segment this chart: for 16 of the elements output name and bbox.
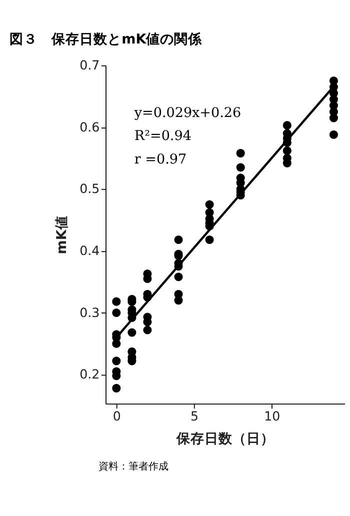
y-tick-label: 0.4 (80, 242, 100, 258)
annotation: R²=0.94 (134, 128, 192, 144)
chart-title: 図３ 保存日数とmK値の関係 (10, 32, 204, 48)
y-tick-label: 0.5 (80, 181, 100, 196)
annotation: y=0.029x+0.26 (133, 104, 242, 121)
text: 資料：筆者作成 (98, 460, 168, 472)
x-axis-title: 保存日数（日） (176, 430, 275, 447)
x-tick-label: 0 (112, 408, 121, 424)
y-tick-label: 0.7 (80, 57, 100, 72)
x-tick-label: 10 (264, 408, 280, 424)
y-axis-title: mK値 (54, 216, 70, 254)
y-tick-label: 0.6 (80, 119, 100, 134)
y-tick-label: 0.2 (80, 366, 100, 382)
x-tick-label: 5 (190, 408, 198, 424)
annotation: r =0.97 (134, 152, 187, 168)
y-tick-label: 0.3 (80, 304, 100, 320)
